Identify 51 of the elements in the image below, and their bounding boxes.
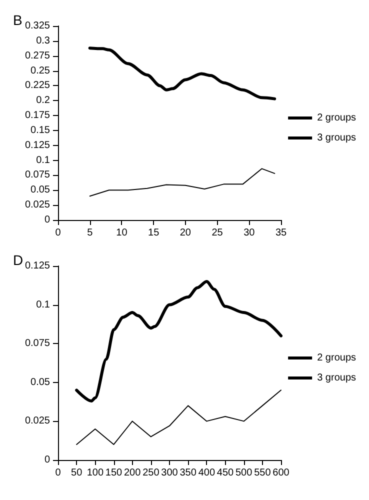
- y-tick-label: 0.075: [24, 338, 50, 350]
- y-tick-label: 0.05: [30, 376, 50, 388]
- y-tick-label: 0.15: [30, 124, 50, 136]
- legend-label: 3 groups: [317, 132, 356, 144]
- y-tick-label: 0.25: [30, 65, 50, 76]
- y-tick-label: 0.025: [24, 416, 50, 427]
- x-tick-label: 350: [180, 468, 197, 478]
- y-tick-label: 0: [44, 214, 50, 226]
- y-tick-label: 0.175: [24, 110, 50, 122]
- line-series: [88, 46, 276, 100]
- x-tick-label: 15: [148, 228, 160, 238]
- y-tick-label: 0: [44, 454, 50, 466]
- x-tick-label: 200: [124, 468, 142, 478]
- x-tick-label: 100: [86, 468, 104, 478]
- legend-label: 2 groups: [317, 352, 356, 364]
- y-tick-label: 0.05: [30, 184, 50, 196]
- line-series: [76, 390, 282, 445]
- x-tick-label: 0: [55, 228, 62, 238]
- x-tick-label: 300: [161, 468, 178, 478]
- y-tick-label: 0.1: [36, 154, 50, 166]
- y-tick-label: 0.025: [24, 200, 50, 211]
- x-tick-label: 0: [55, 468, 62, 478]
- y-tick-label: 0.1: [36, 299, 50, 310]
- x-tick-label: 30: [244, 228, 256, 238]
- line-series: [75, 280, 282, 403]
- x-tick-label: 250: [142, 468, 160, 478]
- x-tick-label: 5: [87, 228, 94, 238]
- y-tick-label: 0.325: [24, 20, 50, 32]
- x-tick-label: 600: [272, 468, 290, 478]
- line-series: [89, 168, 276, 197]
- x-tick-label: 450: [216, 468, 234, 478]
- y-tick-label: 0.125: [24, 140, 50, 151]
- x-tick-label: 50: [71, 468, 83, 478]
- legend-label: 3 groups: [317, 372, 356, 384]
- x-tick-label: 550: [254, 468, 272, 478]
- y-tick-label: 0.125: [24, 260, 50, 272]
- y-tick-label: 0.075: [24, 170, 50, 181]
- chart-title: B: [13, 12, 22, 28]
- x-tick-label: 400: [198, 468, 216, 478]
- x-tick-label: 20: [180, 228, 192, 238]
- x-tick-label: 25: [212, 228, 224, 238]
- x-tick-label: 500: [235, 468, 253, 478]
- chart-title: D: [13, 252, 24, 268]
- y-tick-label: 0.2: [36, 95, 50, 106]
- x-tick-label: 10: [116, 228, 128, 238]
- x-tick-label: 35: [275, 228, 287, 238]
- x-tick-label: 150: [105, 468, 123, 478]
- y-tick-label: 0.3: [36, 35, 50, 46]
- y-tick-label: 0.225: [24, 80, 50, 92]
- legend-label: 2 groups: [317, 112, 356, 124]
- y-tick-label: 0.275: [24, 50, 50, 62]
